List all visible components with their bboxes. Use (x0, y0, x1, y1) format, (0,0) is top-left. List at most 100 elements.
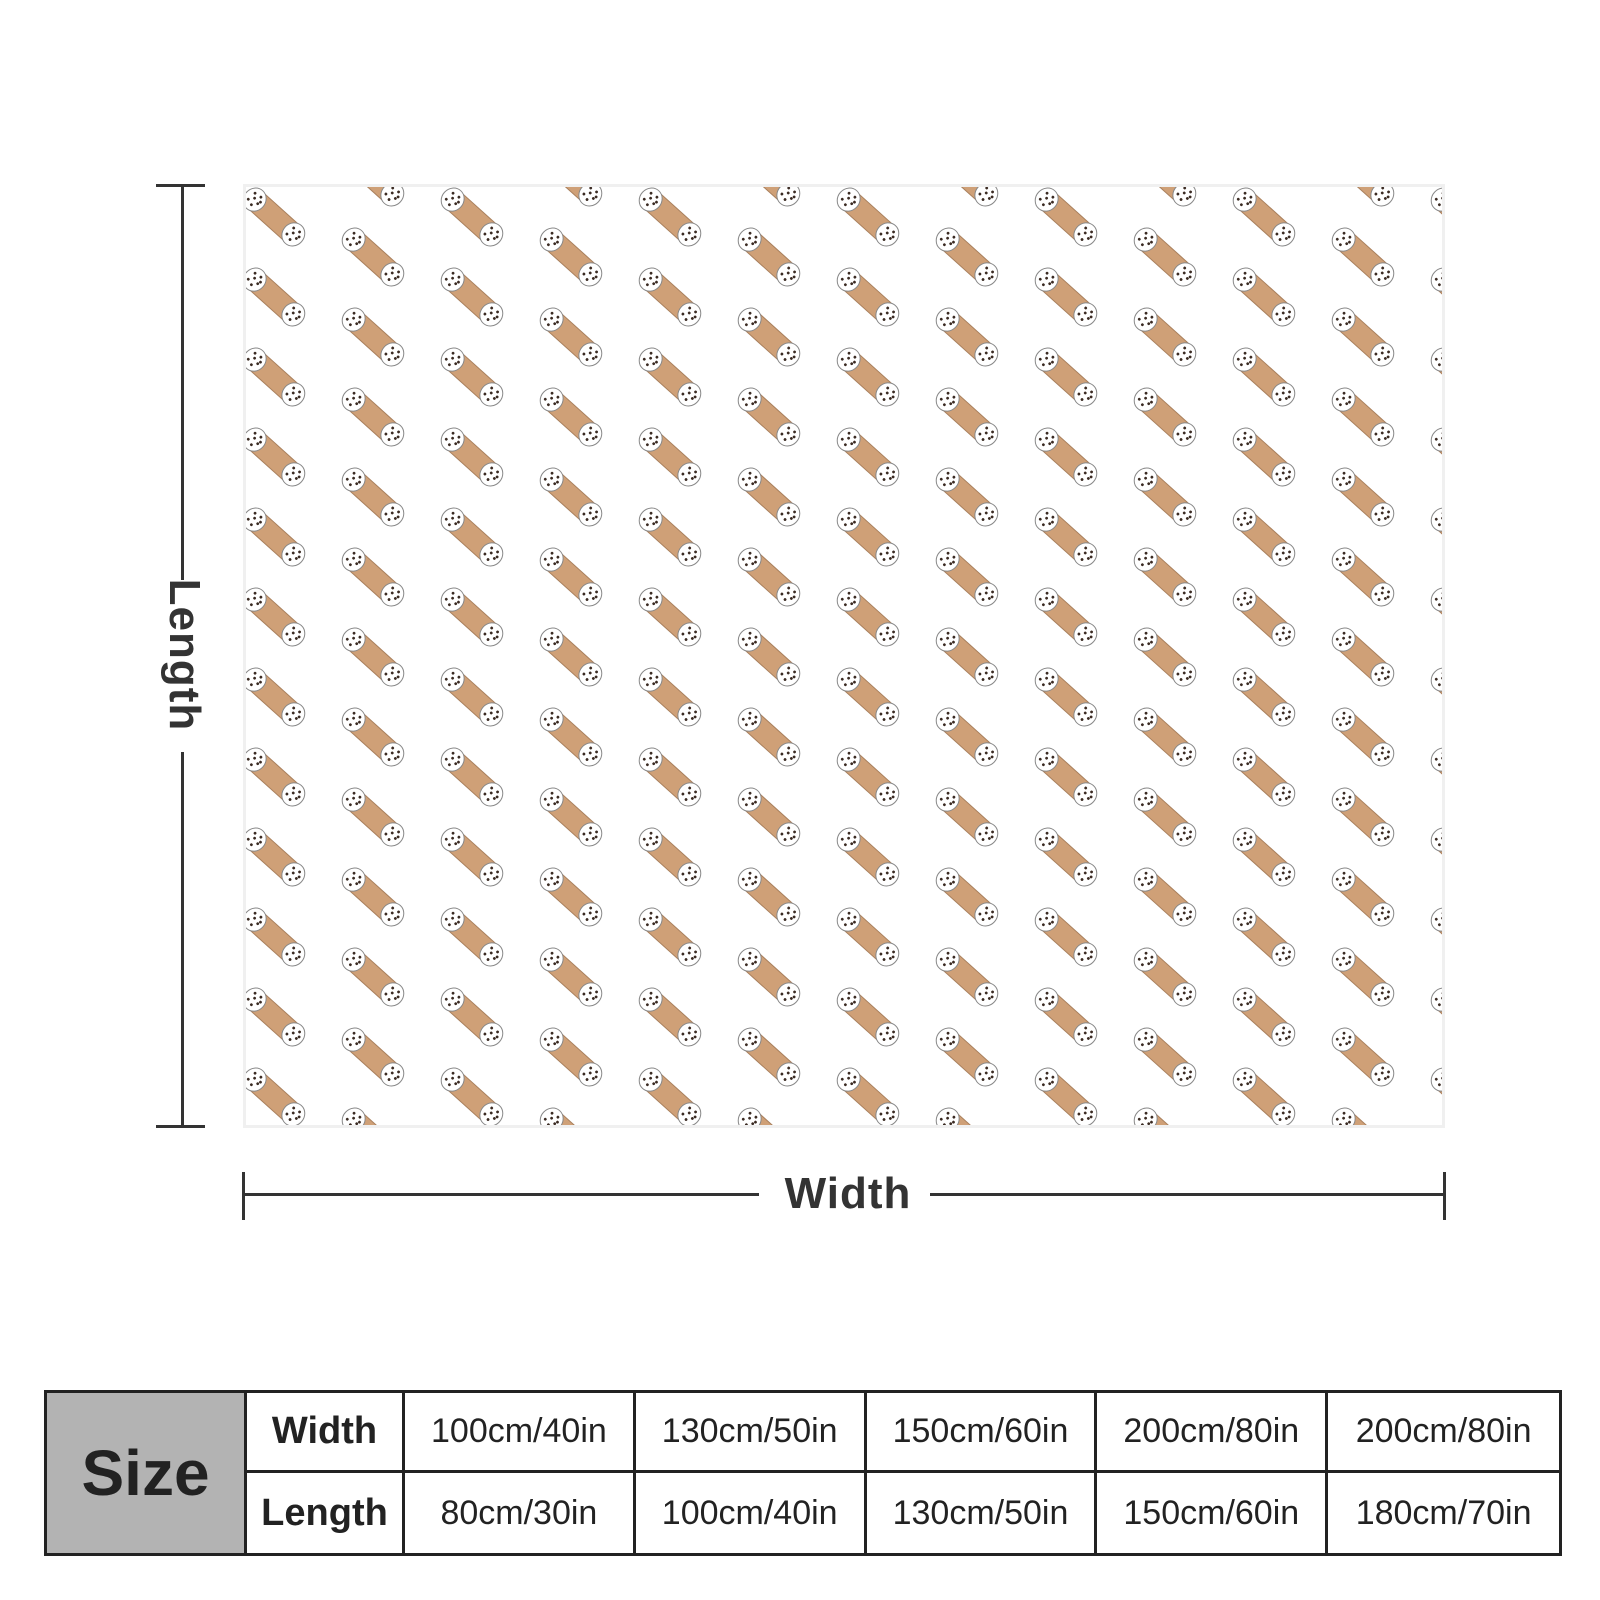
cannoli-icon (1425, 187, 1442, 252)
cannoli-icon (633, 982, 707, 1052)
cannoli-icon (1227, 342, 1301, 412)
length-value-2: 100cm/40in (636, 1473, 867, 1553)
cannoli-icon (633, 187, 707, 252)
cannoli-icon (1425, 422, 1442, 492)
cannoli-icon (435, 982, 509, 1052)
cannoli-icon (1425, 502, 1442, 572)
cannoli-icon (1326, 1022, 1400, 1092)
cannoli-icon (435, 187, 509, 252)
cannoli-icon (534, 542, 608, 612)
cannoli-icon (1227, 662, 1301, 732)
width-right-cap (1443, 1172, 1446, 1220)
length-line-top (181, 185, 184, 580)
cannoli-pattern (246, 187, 1442, 1125)
cannoli-icon (831, 187, 905, 252)
cannoli-icon (435, 502, 509, 572)
cannoli-icon (1326, 702, 1400, 772)
cannoli-icon (1227, 262, 1301, 332)
width-value-1: 100cm/40in (405, 1393, 636, 1473)
cannoli-icon (1326, 942, 1400, 1012)
cannoli-icon (732, 622, 806, 692)
cannoli-icon (831, 982, 905, 1052)
cannoli-icon (633, 742, 707, 812)
cannoli-icon (534, 622, 608, 692)
cannoli-icon (930, 862, 1004, 932)
cannoli-icon (732, 302, 806, 372)
cannoli-icon (930, 1022, 1004, 1092)
width-left-cap (242, 1172, 245, 1220)
cannoli-icon (831, 262, 905, 332)
cannoli-icon (633, 262, 707, 332)
cannoli-icon (1227, 1062, 1301, 1125)
cannoli-icon (336, 1022, 410, 1092)
cannoli-icon (435, 822, 509, 892)
length-value-4: 150cm/60in (1097, 1473, 1329, 1553)
cannoli-icon (1029, 502, 1103, 572)
cannoli-icon (633, 582, 707, 652)
cannoli-icon (930, 462, 1004, 532)
width-value-2: 130cm/50in (635, 1393, 867, 1473)
cannoli-icon (1029, 742, 1103, 812)
cannoli-icon (930, 187, 1004, 212)
cannoli-icon (1128, 187, 1202, 212)
cannoli-icon (1029, 902, 1103, 972)
cannoli-icon (1425, 582, 1442, 652)
cannoli-icon (732, 542, 806, 612)
cannoli-icon (246, 662, 311, 732)
cannoli-icon (930, 1102, 1004, 1125)
cannoli-icon (534, 1102, 608, 1125)
cannoli-icon (336, 862, 410, 932)
cannoli-icon (246, 582, 311, 652)
cannoli-icon (1029, 1062, 1103, 1125)
cannoli-icon (732, 462, 806, 532)
cannoli-icon (534, 302, 608, 372)
cannoli-icon (732, 702, 806, 772)
cannoli-icon (1029, 342, 1103, 412)
cannoli-icon (732, 1102, 806, 1125)
cannoli-icon (633, 822, 707, 892)
cannoli-icon (1326, 382, 1400, 452)
length-top-cap (156, 184, 205, 187)
width-value-3: 150cm/60in (866, 1393, 1098, 1473)
cannoli-icon (1227, 187, 1301, 252)
cannoli-icon (633, 662, 707, 732)
size-title: Size (81, 1437, 210, 1509)
cannoli-icon (534, 1022, 608, 1092)
cannoli-icon (732, 187, 806, 212)
cannoli-icon (930, 622, 1004, 692)
length-label: Length (160, 578, 209, 732)
cannoli-icon (336, 302, 410, 372)
cannoli-icon (1029, 187, 1103, 252)
cannoli-icon (1128, 222, 1202, 292)
cannoli-icon (336, 382, 410, 452)
cannoli-icon (732, 222, 806, 292)
cannoli-icon (633, 902, 707, 972)
width-row-label: Width (247, 1393, 405, 1473)
cannoli-icon (336, 187, 410, 212)
cannoli-icon (633, 502, 707, 572)
cannoli-icon (1029, 662, 1103, 732)
cannoli-icon (831, 1062, 905, 1125)
cannoli-icon (435, 1062, 509, 1125)
cannoli-icon (1029, 582, 1103, 652)
cannoli-icon (336, 222, 410, 292)
cannoli-icon (435, 662, 509, 732)
cannoli-icon (1425, 662, 1442, 732)
cannoli-icon (732, 1022, 806, 1092)
cannoli-icon (534, 462, 608, 532)
cannoli-icon (1326, 862, 1400, 932)
cannoli-icon (336, 622, 410, 692)
cannoli-icon (1029, 422, 1103, 492)
cannoli-icon (930, 222, 1004, 292)
cannoli-icon (1326, 542, 1400, 612)
cannoli-icon (831, 822, 905, 892)
cannoli-icon (831, 502, 905, 572)
length-value-5: 180cm/70in (1355, 1493, 1532, 1532)
cannoli-icon (336, 942, 410, 1012)
width-label: Width (784, 1169, 912, 1218)
cannoli-icon (336, 1102, 410, 1125)
cannoli-icon (246, 502, 311, 572)
cannoli-icon (246, 982, 311, 1052)
cannoli-icon (930, 382, 1004, 452)
cannoli-icon (633, 1062, 707, 1125)
